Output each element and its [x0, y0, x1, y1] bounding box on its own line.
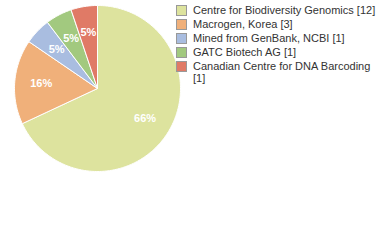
html-text:GATC Biotech AG [1]: GATC Biotech AG [1] [193, 46, 297, 58]
svg-text:66%: 66% [134, 112, 156, 124]
html-text:Macrogen, Korea [3]: Macrogen, Korea [3] [193, 18, 293, 30]
svg-text:5%: 5% [49, 43, 65, 55]
svg-text:5%: 5% [80, 26, 96, 38]
html-text:Mined from GenBank, NCBI [1]: Mined from GenBank, NCBI [1] [193, 32, 345, 44]
svg-text:16%: 16% [30, 77, 52, 89]
html-text:Canadian Centre for DNA Barcod: Canadian Centre for DNA Barcoding [1] [193, 60, 371, 84]
html-text:Centre for Biodiversity Genomi: Centre for Biodiversity Genomics [12] [193, 4, 376, 16]
svg-text:5%: 5% [63, 32, 79, 44]
